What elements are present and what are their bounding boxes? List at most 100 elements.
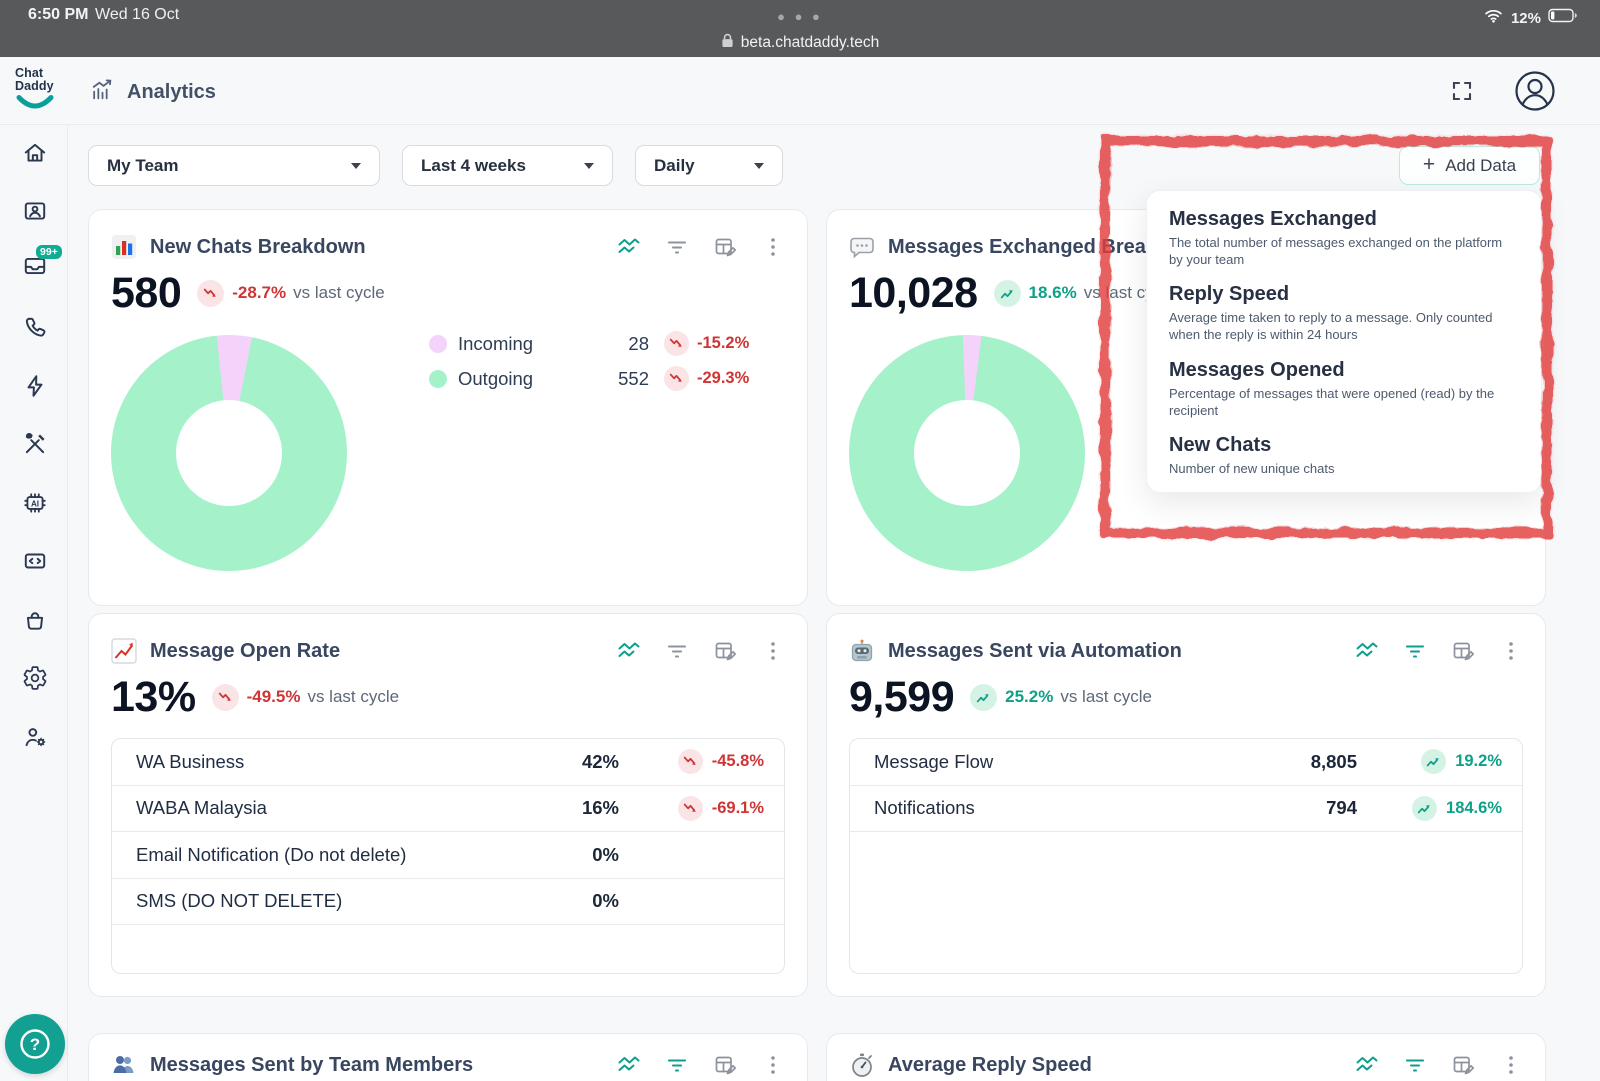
- people-icon: [111, 1052, 137, 1078]
- granularity-select[interactable]: Daily: [635, 145, 783, 186]
- card-new-chats-breakdown: New Chats Breakdown 580 -28.7% vs last c…: [88, 209, 808, 606]
- trend-down-icon: [678, 796, 703, 821]
- chart-type-icon[interactable]: [1355, 639, 1379, 663]
- edit-data-icon[interactable]: [713, 1053, 737, 1077]
- trend-label: vs last cycle: [293, 283, 385, 303]
- team-select[interactable]: My Team: [88, 145, 380, 186]
- table-row: Notifications 794 184.6%: [850, 786, 1522, 833]
- add-data-label: Add Data: [1445, 156, 1516, 176]
- sidebar-item-store[interactable]: [22, 607, 48, 633]
- row-label: Email Notification (Do not delete): [136, 844, 406, 866]
- sidebar-item-settings[interactable]: [22, 665, 48, 691]
- sidebar-item-developer[interactable]: [22, 548, 48, 574]
- sidebar-item-automation[interactable]: [22, 373, 48, 399]
- more-options-icon[interactable]: [1499, 1053, 1523, 1077]
- date-range-select[interactable]: Last 4 weeks: [402, 145, 613, 186]
- add-data-button[interactable]: + Add Data: [1399, 146, 1540, 185]
- metric-value: 13%: [111, 673, 196, 722]
- sidebar-item-calls[interactable]: [22, 314, 48, 340]
- sidebar-item-team[interactable]: [22, 724, 48, 750]
- card-title: Messages Sent by Team Members: [150, 1054, 605, 1077]
- sidebar-item-inbox[interactable]: 99+: [22, 253, 48, 279]
- chart-type-icon[interactable]: [617, 1053, 641, 1077]
- filter-icon[interactable]: [1403, 639, 1427, 663]
- breakdown-table: Message Flow 8,805 19.2% Notifications 7…: [849, 738, 1523, 974]
- menu-item-title: New Chats: [1169, 434, 1519, 457]
- filter-icon[interactable]: [1403, 1053, 1427, 1077]
- bar-chart-icon: [111, 234, 137, 260]
- row-trend: -69.1%: [712, 799, 764, 818]
- trend-up-icon: [1412, 796, 1437, 821]
- row-label: SMS (DO NOT DELETE): [136, 890, 342, 912]
- row-trend: 19.2%: [1455, 752, 1502, 771]
- legend-trend: -29.3%: [697, 369, 759, 388]
- row-value: 794: [1326, 797, 1357, 819]
- trend-down-icon: [678, 749, 703, 774]
- page-title: Analytics: [127, 81, 216, 104]
- avatar-icon[interactable]: [1514, 70, 1556, 112]
- row-label: Notifications: [874, 797, 975, 819]
- sidebar-item-tools[interactable]: [22, 431, 48, 457]
- trend-down-icon: [664, 331, 689, 356]
- team-select-value: My Team: [107, 156, 179, 176]
- granularity-value: Daily: [654, 156, 695, 176]
- sidebar-item-contacts[interactable]: [22, 198, 48, 224]
- menu-item-new-chats[interactable]: New Chats Number of new unique chats: [1169, 434, 1519, 477]
- svg-text:?: ?: [30, 1035, 40, 1054]
- menu-item-description: Percentage of messages that were opened …: [1169, 385, 1519, 419]
- menu-item-description: The total number of messages exchanged o…: [1169, 234, 1519, 268]
- trend-down-icon: [212, 684, 239, 711]
- lock-icon: [721, 33, 734, 53]
- chart-type-icon[interactable]: [617, 639, 641, 663]
- sidebar-item-ai[interactable]: [22, 490, 48, 516]
- legend-trend: -15.2%: [697, 334, 759, 353]
- browser-url-bar[interactable]: beta.chatdaddy.tech: [0, 30, 1600, 56]
- chart-type-icon[interactable]: [1355, 1053, 1379, 1077]
- chatdaddy-logo[interactable]: Chat Daddy: [15, 67, 67, 110]
- fullscreen-icon[interactable]: [1450, 79, 1474, 103]
- card-title: Average Reply Speed: [888, 1054, 1343, 1077]
- filter-icon[interactable]: [665, 235, 689, 259]
- edit-data-icon[interactable]: [1451, 1053, 1475, 1077]
- table-row: WA Business 42% -45.8%: [112, 739, 784, 786]
- menu-item-reply-speed[interactable]: Reply Speed Average time taken to reply …: [1169, 283, 1519, 343]
- add-data-menu: Messages Exchanged The total number of m…: [1146, 190, 1542, 493]
- trend-up-icon: [1421, 749, 1446, 774]
- row-value: 8,805: [1311, 751, 1357, 773]
- menu-item-messages-exchanged[interactable]: Messages Exchanged The total number of m…: [1169, 208, 1519, 268]
- battery-icon: [1548, 6, 1578, 30]
- donut-chart: [111, 335, 347, 571]
- chart-legend: Incoming 28 -15.2% Outgoing 552 -29.3%: [429, 326, 759, 396]
- table-row: Email Notification (Do not delete) 0%: [112, 832, 784, 879]
- edit-data-icon[interactable]: [713, 639, 737, 663]
- more-options-icon[interactable]: [1499, 639, 1523, 663]
- status-bar: 6:50 PM Wed 16 Oct ● ● ● 12% beta.chatda…: [0, 0, 1600, 57]
- battery-percent: 12%: [1511, 10, 1541, 27]
- menu-item-messages-opened[interactable]: Messages Opened Percentage of messages t…: [1169, 359, 1519, 419]
- sidebar-item-home[interactable]: [22, 140, 48, 166]
- edit-data-icon[interactable]: [1451, 639, 1475, 663]
- row-label: WA Business: [136, 751, 244, 773]
- analytics-icon: [90, 77, 115, 107]
- chart-type-icon[interactable]: [617, 235, 641, 259]
- card-message-open-rate: Message Open Rate 13% -49.5% vs last cyc…: [88, 613, 808, 997]
- more-options-icon[interactable]: [761, 235, 785, 259]
- legend-value: 28: [605, 333, 649, 355]
- help-button[interactable]: ?: [5, 1014, 65, 1074]
- card-title: New Chats Breakdown: [150, 236, 605, 259]
- filter-icon[interactable]: [665, 639, 689, 663]
- logo-smile-icon: [15, 95, 55, 110]
- more-options-icon[interactable]: [761, 1053, 785, 1077]
- chart-up-icon: [111, 638, 137, 664]
- breakdown-table: WA Business 42% -45.8% WABA Malaysia 16%…: [111, 738, 785, 974]
- menu-item-description: Average time taken to reply to a message…: [1169, 309, 1519, 343]
- inbox-unread-badge: 99+: [36, 245, 62, 259]
- row-trend: -45.8%: [712, 752, 764, 771]
- filter-icon[interactable]: [665, 1053, 689, 1077]
- edit-data-icon[interactable]: [713, 235, 737, 259]
- row-value: 16%: [582, 797, 619, 819]
- legend-item: Outgoing 552 -29.3%: [429, 361, 759, 396]
- trend-up-icon: [994, 280, 1021, 307]
- row-value: 0%: [592, 844, 619, 866]
- more-options-icon[interactable]: [761, 639, 785, 663]
